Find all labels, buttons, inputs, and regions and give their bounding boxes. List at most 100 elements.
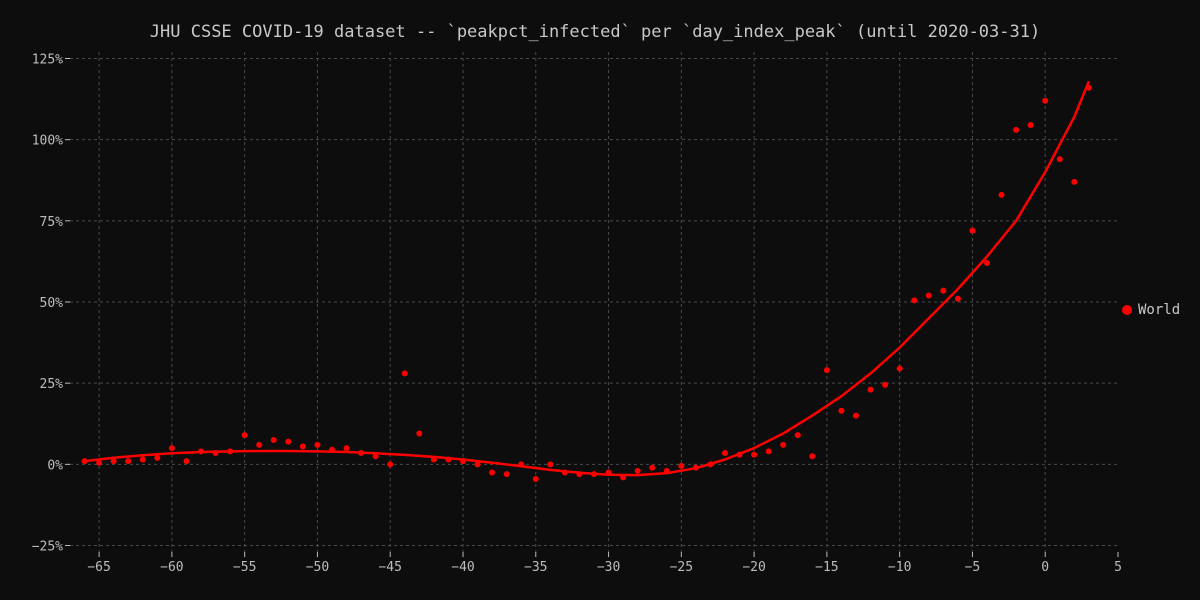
x-tick-label: −25 xyxy=(670,560,693,575)
data-point xyxy=(722,449,728,456)
data-point xyxy=(911,297,918,304)
y-tick-label: 125% xyxy=(32,52,63,67)
data-point xyxy=(168,445,175,452)
x-tick-label: 5 xyxy=(1114,560,1122,575)
data-point xyxy=(358,449,365,456)
trend-layer xyxy=(84,80,1091,477)
data-point xyxy=(561,469,568,476)
data-point xyxy=(227,448,234,455)
x-tick-label: −50 xyxy=(306,560,329,575)
data-point xyxy=(1085,84,1092,91)
legend-label: World xyxy=(1138,302,1181,318)
data-point xyxy=(518,461,525,468)
data-point xyxy=(794,432,801,439)
data-point xyxy=(198,448,204,455)
data-point xyxy=(663,467,670,474)
y-tick-label: 100% xyxy=(32,134,63,149)
x-tick-label: −5 xyxy=(965,560,981,575)
data-point xyxy=(460,458,466,465)
data-point xyxy=(954,295,961,302)
y-tick-label: 75% xyxy=(40,215,64,230)
axes-layer: −65 −60 −55 −50 −45 −40 −35 −30 −25 −20 −15 −10 −5 0 5… xyxy=(32,52,1122,575)
data-point xyxy=(299,443,306,450)
data-point xyxy=(620,474,627,481)
data-point xyxy=(853,412,859,419)
data-point xyxy=(154,454,161,461)
data-point xyxy=(736,451,743,458)
data-point xyxy=(212,449,219,456)
y-tick-label: 0% xyxy=(47,458,63,473)
data-point xyxy=(692,464,699,471)
x-tick-label: −30 xyxy=(597,560,620,575)
data-point xyxy=(256,441,263,448)
data-point xyxy=(329,446,335,453)
x-tick-label: −60 xyxy=(160,560,183,575)
data-point xyxy=(1027,122,1034,129)
data-point xyxy=(751,451,758,458)
data-point xyxy=(1071,178,1078,185)
data-point xyxy=(823,367,830,374)
x-tick-label: 0 xyxy=(1041,560,1049,575)
data-point xyxy=(998,191,1005,198)
x-tick-label: −55 xyxy=(233,560,256,575)
data-point xyxy=(445,456,452,463)
x-tick-label: −20 xyxy=(742,560,765,575)
data-point xyxy=(591,471,597,478)
data-point xyxy=(765,448,772,455)
data-point xyxy=(81,458,88,465)
data-point xyxy=(867,386,874,393)
data-point xyxy=(241,432,248,439)
data-point xyxy=(896,365,903,372)
data-point xyxy=(678,462,685,469)
data-point xyxy=(314,441,321,448)
data-point xyxy=(547,461,554,468)
y-tick-label: −25% xyxy=(32,540,63,555)
data-point xyxy=(270,436,277,443)
data-point xyxy=(285,438,292,445)
data-point xyxy=(605,469,612,476)
data-point xyxy=(96,459,103,466)
data-point xyxy=(940,287,947,294)
legend: World xyxy=(1122,302,1180,318)
data-point xyxy=(503,471,510,478)
points-layer xyxy=(81,84,1092,482)
x-tick-label: −45 xyxy=(378,560,401,575)
data-point xyxy=(576,471,583,478)
legend-marker xyxy=(1122,305,1132,315)
x-tick-label: −40 xyxy=(451,560,474,575)
x-tick-label: −10 xyxy=(888,560,911,575)
data-point xyxy=(1056,156,1063,163)
data-point xyxy=(532,475,539,482)
data-point xyxy=(387,461,394,468)
x-tick-label: −15 xyxy=(815,560,838,575)
y-tick-label: 25% xyxy=(40,377,64,392)
data-point xyxy=(649,464,656,471)
data-point xyxy=(780,441,787,448)
y-tick-label: 50% xyxy=(40,296,64,311)
data-point xyxy=(474,461,481,468)
data-point xyxy=(809,453,816,460)
data-point xyxy=(838,407,845,414)
data-point xyxy=(882,381,889,388)
data-point xyxy=(139,456,146,463)
data-point xyxy=(634,467,641,474)
data-point xyxy=(707,461,714,468)
data-point xyxy=(343,445,350,452)
x-tick-label: −65 xyxy=(87,560,110,575)
data-point xyxy=(372,453,379,460)
data-point xyxy=(925,292,932,299)
data-point xyxy=(1013,126,1020,133)
data-point xyxy=(489,469,496,476)
x-tick-label: −35 xyxy=(524,560,547,575)
trend-line xyxy=(84,80,1091,477)
data-point xyxy=(430,456,437,463)
data-point xyxy=(416,430,423,437)
data-point xyxy=(401,370,408,377)
data-point xyxy=(110,458,117,465)
data-point xyxy=(1042,97,1049,104)
data-point xyxy=(183,458,190,465)
data-point xyxy=(125,458,132,465)
data-point xyxy=(984,260,990,267)
data-point xyxy=(969,227,976,234)
